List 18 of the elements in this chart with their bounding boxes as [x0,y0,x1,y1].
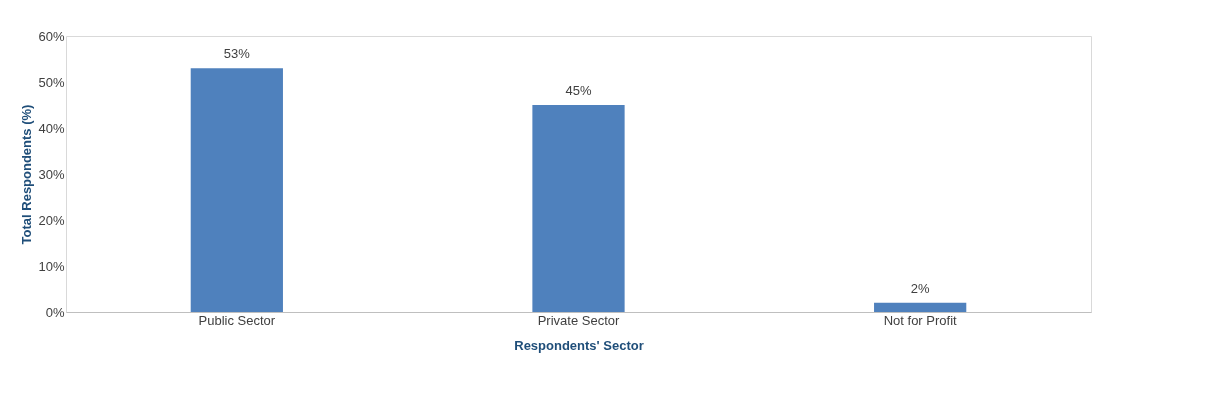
x-tick-label: Not for Profit [883,312,958,328]
y-tick-label: 30% [38,166,65,182]
y-tick-label: 0% [45,304,65,320]
x-tick-label: Private Sector [537,312,620,328]
data-label: 45% [565,83,592,98]
bar [190,68,283,312]
y-tick-label: 40% [38,120,65,136]
x-axis-title: Respondents' Sector [514,337,644,353]
y-tick-label: 20% [38,212,65,228]
y-tick-label: 10% [38,258,65,274]
bar [532,105,625,312]
y-tick-label: 50% [38,74,65,90]
x-tick-label: Public Sector [198,312,276,328]
y-tick-label: 60% [38,28,65,44]
data-label: 53% [223,46,251,62]
y-axis-title: Total Respondents (%) [19,104,35,245]
data-label: 2% [910,280,930,296]
bar [874,302,967,312]
